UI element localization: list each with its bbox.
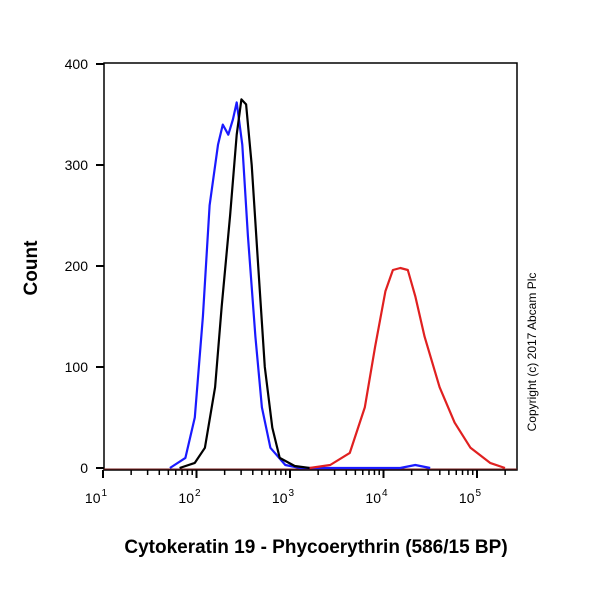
- y-tick-label: 300: [65, 157, 89, 173]
- y-tick-label: 0: [80, 460, 88, 476]
- x-axis-label: Cytokeratin 19 - Phycoerythrin (586/15 B…: [124, 537, 507, 558]
- y-axis-label: Count: [21, 240, 42, 296]
- copyright-annotation: Copyright (c) 2017 Abcam Plc: [525, 273, 539, 432]
- histogram-series-0: [169, 101, 431, 470]
- histogram-series-2: [309, 266, 506, 470]
- x-tick-label: 102: [178, 488, 201, 506]
- y-tick-label: 400: [65, 56, 89, 72]
- y-tick-label: 200: [65, 258, 89, 274]
- x-tick-label: 105: [459, 488, 482, 506]
- plot-frame: [103, 62, 518, 471]
- y-tick-label: 100: [65, 359, 89, 375]
- x-tick-label: 104: [365, 488, 388, 506]
- x-tick-label: 103: [272, 488, 295, 506]
- x-tick-label: 101: [85, 488, 108, 506]
- histogram-series-1: [179, 98, 310, 470]
